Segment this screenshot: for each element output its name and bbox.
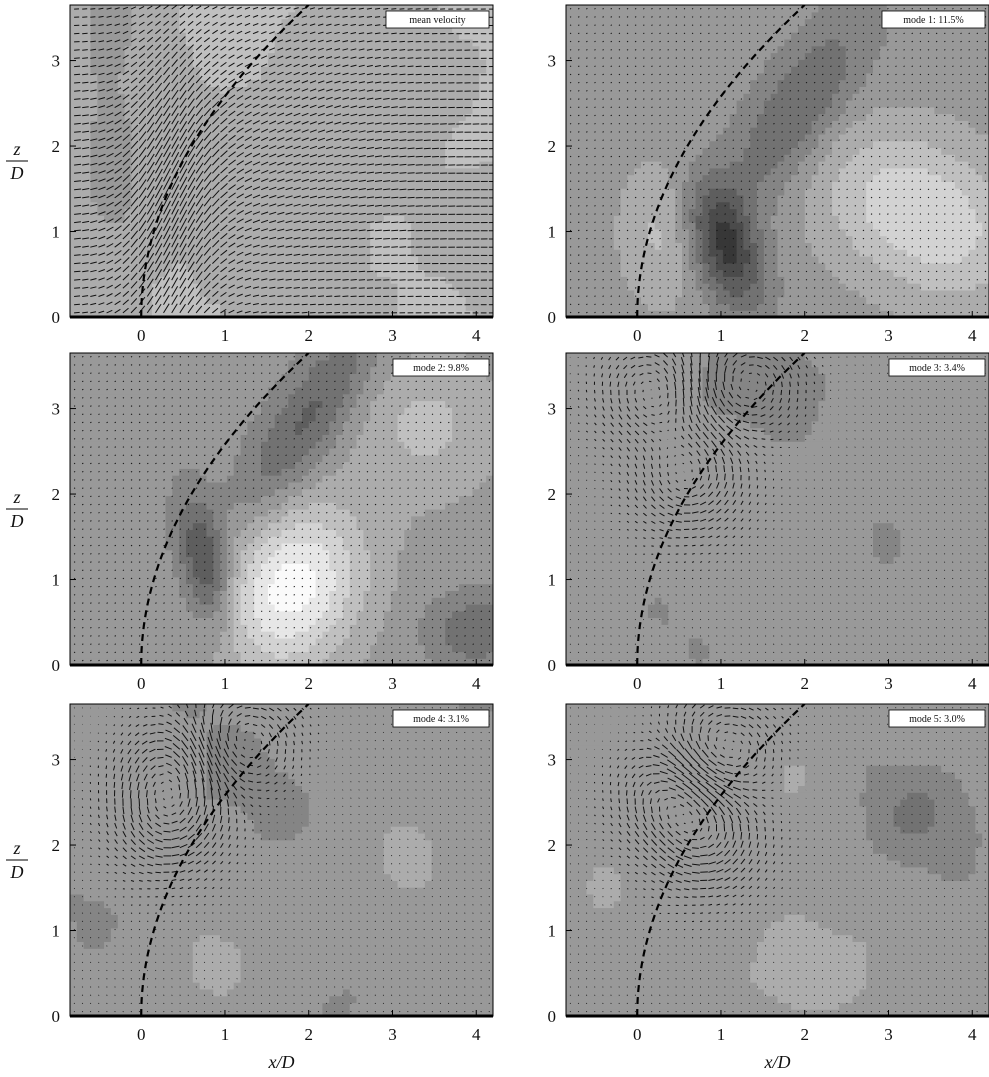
x-tick-label: 2	[800, 326, 809, 345]
contour-field	[566, 353, 989, 665]
velocity-vectors	[73, 355, 491, 662]
panel-title-box	[881, 10, 986, 29]
y-axis-label-top: z	[12, 487, 20, 507]
velocity-vectors	[569, 353, 986, 662]
panel-title: mode 3: 3.4%	[909, 363, 965, 374]
jet-trajectory	[636, 5, 806, 317]
x-tick-label: 0	[137, 1025, 146, 1044]
y-tick-label: 0	[548, 656, 557, 675]
contour-field	[70, 704, 493, 1016]
x-tick-label: 3	[884, 674, 893, 693]
x-tick-label: 3	[388, 326, 397, 345]
panel-4: 0 1 2 3 4 0 1 2 3 mode 3: 3.4%	[548, 352, 989, 693]
jet-trajectory	[636, 353, 806, 665]
y-tick-label: 3	[548, 52, 557, 71]
y-tick-label: 2	[52, 836, 61, 855]
y-tick-label: 2	[52, 485, 61, 504]
panel-title: mean velocity	[409, 15, 465, 26]
y-axis-label-top: z	[12, 838, 20, 858]
x-tick-label: 1	[221, 326, 230, 345]
jet-trajectory	[140, 5, 310, 317]
panel-title: mode 1: 11.5%	[903, 15, 963, 26]
panel-title-box	[392, 709, 490, 728]
y-axis-label-bottom: D	[10, 862, 24, 882]
x-tick-label: 2	[304, 674, 313, 693]
y-tick-label: 3	[548, 751, 557, 770]
velocity-vectors	[569, 7, 987, 314]
contour-field	[566, 704, 989, 1016]
jet-trajectory	[140, 353, 310, 665]
x-tick-label: 2	[304, 1025, 313, 1044]
y-tick-label: 1	[548, 571, 557, 590]
y-tick-label: 2	[548, 485, 557, 504]
contour-field	[70, 353, 493, 665]
panel-5: 0 1 2 3 4 0 1 2 3 mode 4: 3.1%	[52, 703, 494, 1044]
panel-title-box	[888, 709, 986, 728]
y-tick-label: 1	[52, 571, 61, 590]
y-tick-label: 0	[52, 1007, 61, 1026]
x-axis-label: x/D	[268, 1052, 295, 1072]
y-tick-label: 1	[52, 922, 61, 941]
y-tick-label: 3	[52, 751, 61, 770]
x-tick-label: 4	[968, 674, 977, 693]
y-tick-label: 0	[52, 656, 61, 675]
y-tick-label: 1	[52, 223, 61, 242]
panel-title: mode 4: 3.1%	[413, 714, 469, 725]
x-tick-label: 0	[633, 326, 642, 345]
x-tick-label: 2	[800, 1025, 809, 1044]
x-tick-label: 3	[884, 1025, 893, 1044]
panel-title-box	[392, 358, 490, 377]
x-tick-label: 2	[800, 674, 809, 693]
x-tick-label: 0	[137, 674, 146, 693]
panel-title-box	[888, 358, 986, 377]
x-tick-label: 4	[472, 674, 481, 693]
x-tick-label: 1	[221, 674, 230, 693]
y-tick-label: 0	[548, 1007, 557, 1026]
y-axis-label-top: z	[12, 139, 20, 159]
x-tick-label: 2	[304, 326, 313, 345]
panel-1: 0 1 2 3 4 0 1 2 3 mean velocity	[52, 4, 494, 345]
y-tick-label: 3	[52, 400, 61, 419]
x-axis-label: x/D	[764, 1052, 791, 1072]
y-tick-label: 1	[548, 223, 557, 242]
x-tick-label: 4	[472, 1025, 481, 1044]
y-axis-label-bottom: D	[10, 163, 24, 183]
x-tick-label: 0	[633, 1025, 642, 1044]
panel-title: mode 5: 3.0%	[909, 714, 965, 725]
x-tick-label: 4	[968, 1025, 977, 1044]
y-tick-label: 3	[548, 400, 557, 419]
y-tick-label: 2	[548, 137, 557, 156]
y-tick-label: 0	[52, 308, 61, 327]
jet-trajectory	[636, 704, 806, 1016]
panel-2: 0 1 2 3 4 0 1 2 3 mode 1: 11.5%	[548, 4, 989, 345]
velocity-vectors	[569, 704, 986, 1013]
panel-6: 0 1 2 3 4 0 1 2 3 mode 5: 3.0%	[548, 703, 989, 1044]
x-tick-label: 4	[968, 326, 977, 345]
y-tick-label: 2	[548, 836, 557, 855]
contour-field	[566, 5, 989, 317]
x-tick-label: 3	[388, 674, 397, 693]
y-tick-label: 3	[52, 52, 61, 71]
velocity-vectors	[74, 5, 493, 314]
y-axis-label-bottom: D	[10, 511, 24, 531]
x-tick-label: 0	[137, 326, 146, 345]
x-tick-label: 3	[388, 1025, 397, 1044]
x-tick-label: 0	[633, 674, 642, 693]
y-tick-label: 0	[548, 308, 557, 327]
x-tick-label: 1	[717, 1025, 726, 1044]
jet-trajectory	[140, 704, 310, 1016]
velocity-vectors	[73, 704, 490, 1013]
x-tick-label: 1	[221, 1025, 230, 1044]
panel-title-box	[385, 10, 490, 29]
y-tick-label: 2	[52, 137, 61, 156]
panel-title: mode 2: 9.8%	[413, 363, 469, 374]
y-tick-label: 1	[548, 922, 557, 941]
x-tick-label: 1	[717, 326, 726, 345]
x-tick-label: 1	[717, 674, 726, 693]
x-tick-label: 3	[884, 326, 893, 345]
x-tick-label: 4	[472, 326, 481, 345]
panel-3: 0 1 2 3 4 0 1 2 3 mode 2: 9.8%	[52, 352, 494, 693]
